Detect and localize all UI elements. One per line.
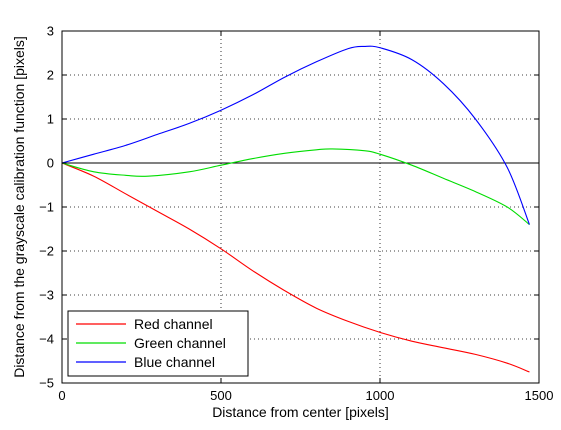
y-tick-labels: 3 2 1 0 −1 −2 −3 −4 −5 (39, 24, 54, 391)
legend: Red channel Green channel Blue channel (67, 310, 249, 377)
x-tick-label: 500 (210, 388, 232, 403)
series-lines (61, 45, 530, 373)
y-tick-label: 2 (47, 68, 54, 83)
y-tick-label: 1 (47, 112, 54, 127)
y-tick-label: 0 (47, 156, 54, 171)
y-tick-label: −5 (39, 376, 54, 391)
legend-label-green-channel: Green channel (134, 335, 226, 351)
axis-ticks (61, 30, 540, 384)
x-tick-label: 0 (58, 388, 65, 403)
x-tick-label: 1000 (366, 388, 395, 403)
legend-label-blue-channel: Blue channel (134, 354, 215, 370)
y-tick-label: −4 (39, 332, 54, 347)
red-channel-line (61, 162, 530, 373)
x-axis-label: Distance from center [pixels] (212, 404, 389, 420)
y-tick-label: −2 (39, 244, 54, 259)
y-axis-label: Distance from the grayscale calibration … (11, 36, 27, 378)
green-channel-line (61, 148, 530, 226)
x-tick-labels: 0 500 1000 1500 (58, 388, 553, 403)
y-tick-label: −3 (39, 288, 54, 303)
y-tick-label: 3 (47, 24, 54, 39)
y-tick-label: −1 (39, 200, 54, 215)
blue-channel-line (61, 45, 530, 225)
legend-label-red-channel: Red channel (134, 316, 213, 332)
grid (62, 31, 539, 383)
x-tick-label: 1500 (525, 388, 554, 403)
